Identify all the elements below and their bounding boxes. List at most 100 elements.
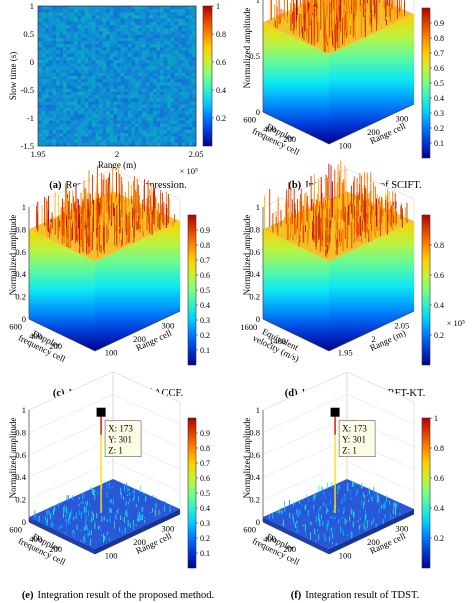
heatmap-cell — [52, 104, 57, 109]
heatmap-cell — [81, 18, 85, 23]
datatip-line: Y: 301 — [108, 435, 132, 445]
heatmap-cell — [174, 69, 179, 74]
heatmap-cell — [41, 34, 46, 39]
heatmap-cell — [127, 95, 132, 99]
x-tick-label: 200 — [367, 127, 380, 137]
heatmap-cell — [99, 85, 103, 90]
surface — [263, 479, 414, 554]
heatmap-cell — [174, 104, 179, 109]
heatmap-cell — [102, 28, 107, 32]
heatmap-cell — [160, 104, 164, 109]
heatmap-cell — [70, 47, 75, 51]
heatmap-cell — [59, 21, 64, 26]
heatmap-cell — [188, 130, 193, 134]
heatmap-cell — [99, 60, 103, 64]
heatmap-cell — [192, 76, 197, 80]
heatmap-cell — [131, 120, 136, 125]
heatmap-cell — [59, 111, 64, 115]
heatmap-cell — [163, 101, 168, 105]
heatmap-cell — [192, 50, 197, 55]
heatmap-cell — [142, 120, 147, 125]
heatmap-cell — [188, 91, 193, 96]
heatmap-cell — [170, 82, 175, 86]
heatmap-cell — [145, 44, 150, 48]
heatmap-cell — [167, 56, 172, 61]
heatmap-cell — [70, 117, 75, 121]
heatmap-cell — [102, 101, 107, 105]
heatmap-cell — [41, 104, 46, 109]
heatmap-cell — [102, 50, 107, 55]
heatmap-cell — [127, 9, 132, 13]
heatmap-cell — [124, 18, 129, 23]
heatmap-cell — [117, 18, 121, 23]
heatmap-cell — [70, 133, 75, 137]
y-tick-label: -1 — [27, 113, 34, 123]
heatmap-cell — [185, 53, 190, 58]
heatmap-cell — [63, 107, 68, 112]
heatmap-cell — [63, 44, 68, 48]
heatmap-cell — [77, 72, 82, 77]
heatmap-cell — [152, 142, 157, 147]
heatmap-cell — [63, 56, 68, 61]
heatmap-cell — [73, 98, 78, 102]
heatmap-cell — [134, 101, 139, 105]
heatmap-cell — [91, 53, 96, 58]
colorbar-tick-label: 0.1 — [434, 139, 444, 148]
heatmap-cell — [52, 47, 57, 51]
heatmap-cell — [99, 53, 103, 58]
heatmap-cell — [145, 111, 150, 115]
y-tick-label: 1 — [30, 1, 34, 11]
heatmap-cell — [120, 12, 125, 16]
heatmap-cell — [102, 98, 107, 102]
heatmap-cell — [59, 101, 64, 105]
heatmap-cell — [66, 6, 71, 10]
heatmap-cell — [145, 9, 150, 13]
heatmap-cell — [127, 91, 132, 96]
heatmap-cell — [41, 142, 46, 147]
heatmap-cell — [192, 28, 197, 32]
heatmap-cell — [117, 130, 121, 134]
z-tick-label: 0 — [256, 107, 260, 117]
heatmap-cell — [106, 53, 111, 58]
heatmap-cell — [188, 107, 193, 112]
heatmap-cell — [120, 101, 125, 105]
heatmap-cell — [188, 72, 193, 77]
heatmap-cell — [88, 76, 93, 80]
heatmap-cell — [174, 136, 179, 140]
heatmap-cell — [41, 82, 46, 86]
heatmap-cell — [163, 130, 168, 134]
heatmap-cell — [95, 101, 100, 105]
heatmap-cell — [109, 34, 114, 39]
heatmap-cell — [99, 126, 103, 131]
heatmap-cell — [138, 28, 143, 32]
heatmap-cell — [120, 63, 125, 67]
heatmap-cell — [81, 12, 85, 16]
heatmap-cell — [160, 114, 164, 118]
heatmap-cell — [163, 21, 168, 26]
heatmap-cell — [152, 6, 157, 10]
heatmap-cell — [109, 69, 114, 74]
heatmap-cell — [84, 66, 89, 70]
heatmap-cell — [66, 44, 71, 48]
heatmap-cell — [88, 9, 93, 13]
heatmap-cell — [106, 66, 111, 70]
heatmap-cell — [48, 21, 53, 26]
heatmap-cell — [124, 111, 129, 115]
heatmap-cell — [45, 139, 50, 144]
heatmap-cell — [127, 85, 132, 90]
z-tick-label: 0.6 — [249, 450, 260, 460]
heatmap-cell — [149, 107, 154, 112]
heatmap-cell — [124, 95, 129, 99]
heatmap-cell — [91, 139, 96, 144]
heatmap-cell — [181, 101, 186, 105]
heatmap-cell — [109, 139, 114, 144]
heatmap-cell — [102, 91, 107, 96]
heatmap-cell — [84, 60, 89, 64]
heatmap-cell — [120, 21, 125, 26]
heatmap-cell — [77, 50, 82, 55]
heatmap-cell — [59, 76, 64, 80]
heatmap-cell — [131, 142, 136, 147]
surface-spikes — [264, 160, 408, 258]
heatmap-cell — [152, 31, 157, 35]
heatmap-cell — [70, 91, 75, 96]
